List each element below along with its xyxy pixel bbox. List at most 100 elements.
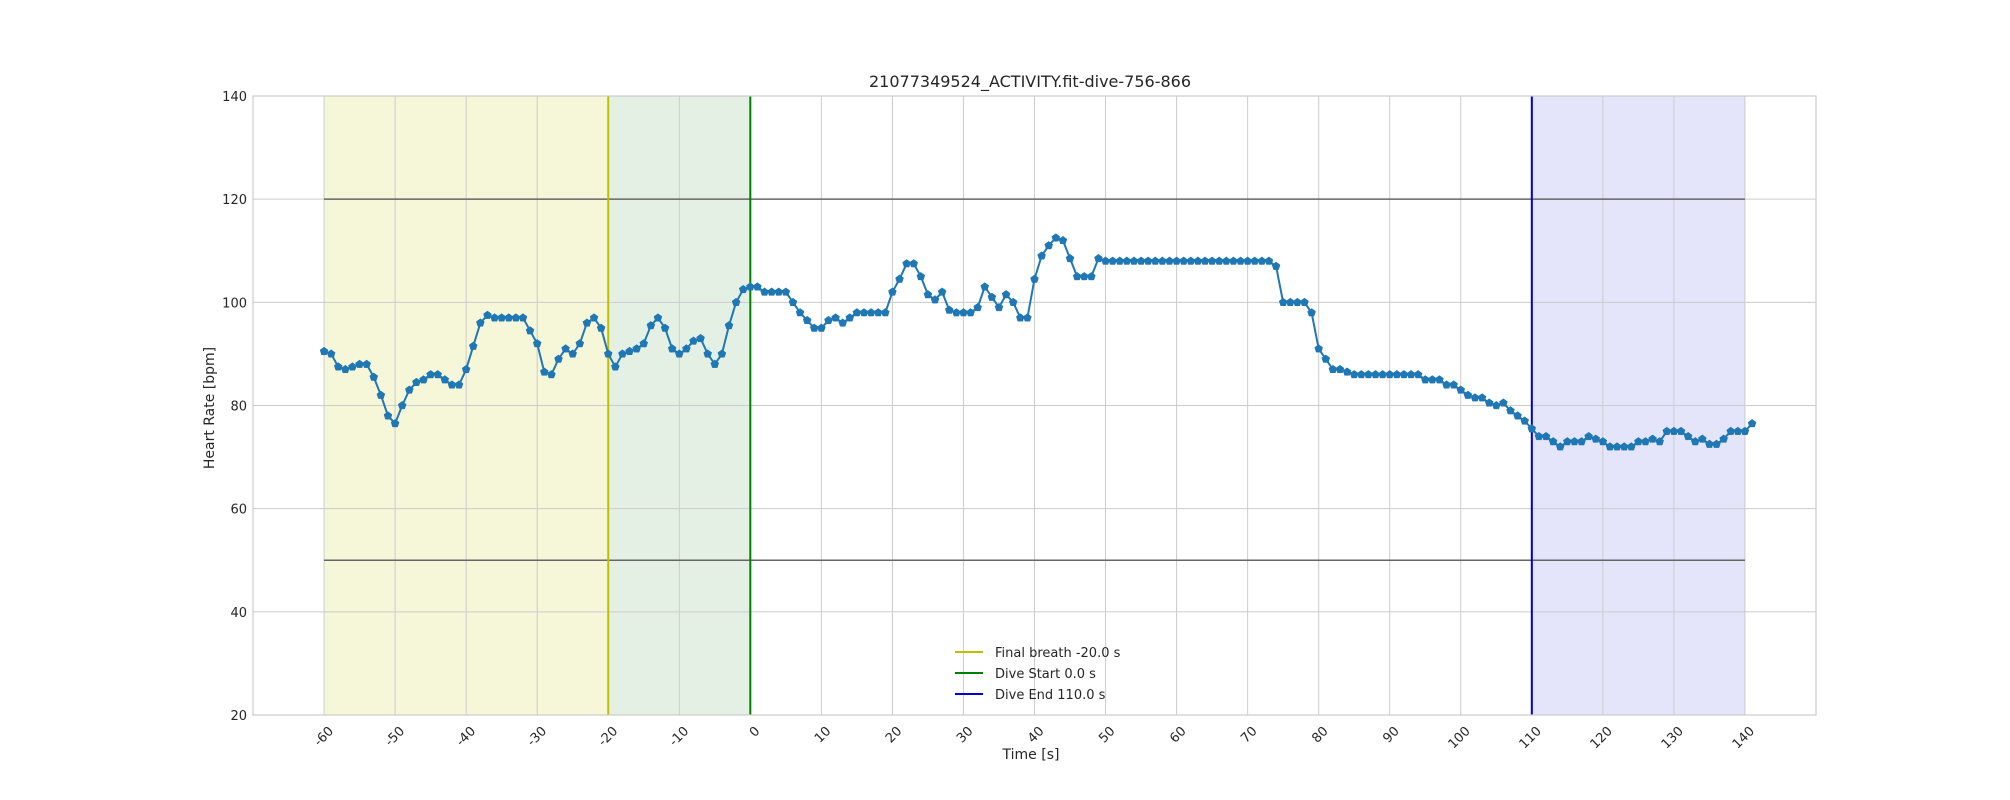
data-point <box>539 367 549 376</box>
data-point <box>1200 256 1210 265</box>
data-point <box>468 341 478 350</box>
data-point <box>390 419 400 428</box>
series-line-0 <box>323 236 1753 449</box>
y-tick-labels: 20 40 60 80 100 120 140 <box>222 90 247 724</box>
threshold-lines <box>324 198 1745 561</box>
y-tick-label: 60 <box>230 503 247 518</box>
data-point <box>1683 431 1693 441</box>
data-point <box>497 313 506 322</box>
data-point <box>909 259 919 268</box>
data-point <box>824 315 833 325</box>
data-point <box>618 349 627 358</box>
data-point <box>760 287 769 296</box>
data-point <box>1399 370 1409 379</box>
x-tick-label: 40 <box>1025 724 1047 746</box>
data-point <box>1122 256 1132 265</box>
data-point <box>817 323 826 332</box>
data-point <box>1605 442 1615 451</box>
plot-frame <box>252 95 1817 716</box>
data-point <box>1264 256 1274 265</box>
data-point <box>1364 370 1373 379</box>
heart-rate-series <box>319 233 1757 451</box>
data-point <box>1058 235 1068 245</box>
x-tick-label: -30 <box>525 724 551 750</box>
data-point <box>746 282 755 291</box>
data-point <box>1378 370 1387 379</box>
data-point <box>1406 370 1416 379</box>
data-point <box>1065 253 1075 263</box>
data-point <box>1662 426 1672 435</box>
data-point <box>930 295 940 304</box>
data-point <box>682 344 691 353</box>
data-point <box>319 346 329 355</box>
data-point <box>447 380 457 389</box>
data-point <box>1548 437 1558 446</box>
data-point <box>483 310 492 319</box>
data-point <box>1392 370 1402 379</box>
data-point <box>1541 431 1551 441</box>
data-point <box>575 339 585 348</box>
x-tick-label: 0 <box>747 724 763 740</box>
y-tick-label: 80 <box>230 400 247 415</box>
data-point <box>738 284 748 294</box>
data-point <box>1506 406 1515 415</box>
data-point <box>511 313 521 322</box>
data-point <box>1648 434 1657 443</box>
data-point <box>1492 400 1501 410</box>
data-point <box>1243 256 1252 265</box>
data-point <box>1108 256 1117 265</box>
data-point <box>1079 272 1089 281</box>
data-point <box>1023 313 1032 322</box>
data-point <box>1207 256 1217 265</box>
data-point <box>1563 437 1572 446</box>
data-point <box>397 400 407 410</box>
data-point <box>987 292 997 301</box>
data-point <box>1612 442 1622 451</box>
data-point <box>888 287 897 296</box>
data-point <box>1051 233 1061 242</box>
x-tick-label: 20 <box>883 724 905 746</box>
data-point <box>1705 439 1714 448</box>
data-point <box>1484 398 1494 407</box>
data-point <box>1300 297 1309 306</box>
data-point <box>383 411 393 420</box>
data-point <box>1037 251 1046 260</box>
data-point <box>554 354 563 363</box>
data-point <box>859 308 869 317</box>
data-point <box>1349 370 1359 379</box>
data-point <box>1335 364 1345 374</box>
x-tick-label: -20 <box>596 724 622 750</box>
data-point <box>802 315 812 325</box>
data-point <box>525 326 535 335</box>
data-point <box>1271 261 1281 270</box>
data-point <box>1733 426 1743 435</box>
data-point <box>1278 297 1288 306</box>
data-point <box>1115 256 1125 265</box>
data-point <box>596 323 606 332</box>
x-axis-label: Time [s] <box>1002 747 1060 763</box>
data-point <box>1513 411 1522 420</box>
data-point <box>689 336 698 345</box>
data-point <box>1257 256 1267 265</box>
data-point <box>1527 424 1537 433</box>
data-point <box>1001 290 1011 299</box>
chart-title: 21077349524_ACTIVITY.fit-dive-756-866 <box>869 72 1191 92</box>
x-tick-label: 100 <box>1446 724 1474 752</box>
data-point <box>369 372 379 381</box>
x-tick-label: -60 <box>311 724 337 750</box>
data-point <box>341 364 350 374</box>
data-point <box>1222 256 1231 265</box>
x-tick-label: 10 <box>812 724 834 746</box>
y-axis-label: Heart Rate [bpm] <box>202 347 218 469</box>
data-point <box>674 349 684 358</box>
data-point <box>1477 393 1487 402</box>
x-tick-label: 30 <box>954 724 976 746</box>
data-point <box>959 308 968 317</box>
data-point <box>902 259 911 268</box>
data-point <box>1158 256 1167 265</box>
data-point <box>582 318 592 327</box>
data-point <box>1030 274 1039 283</box>
data-point <box>561 344 570 353</box>
data-point <box>1016 313 1025 322</box>
